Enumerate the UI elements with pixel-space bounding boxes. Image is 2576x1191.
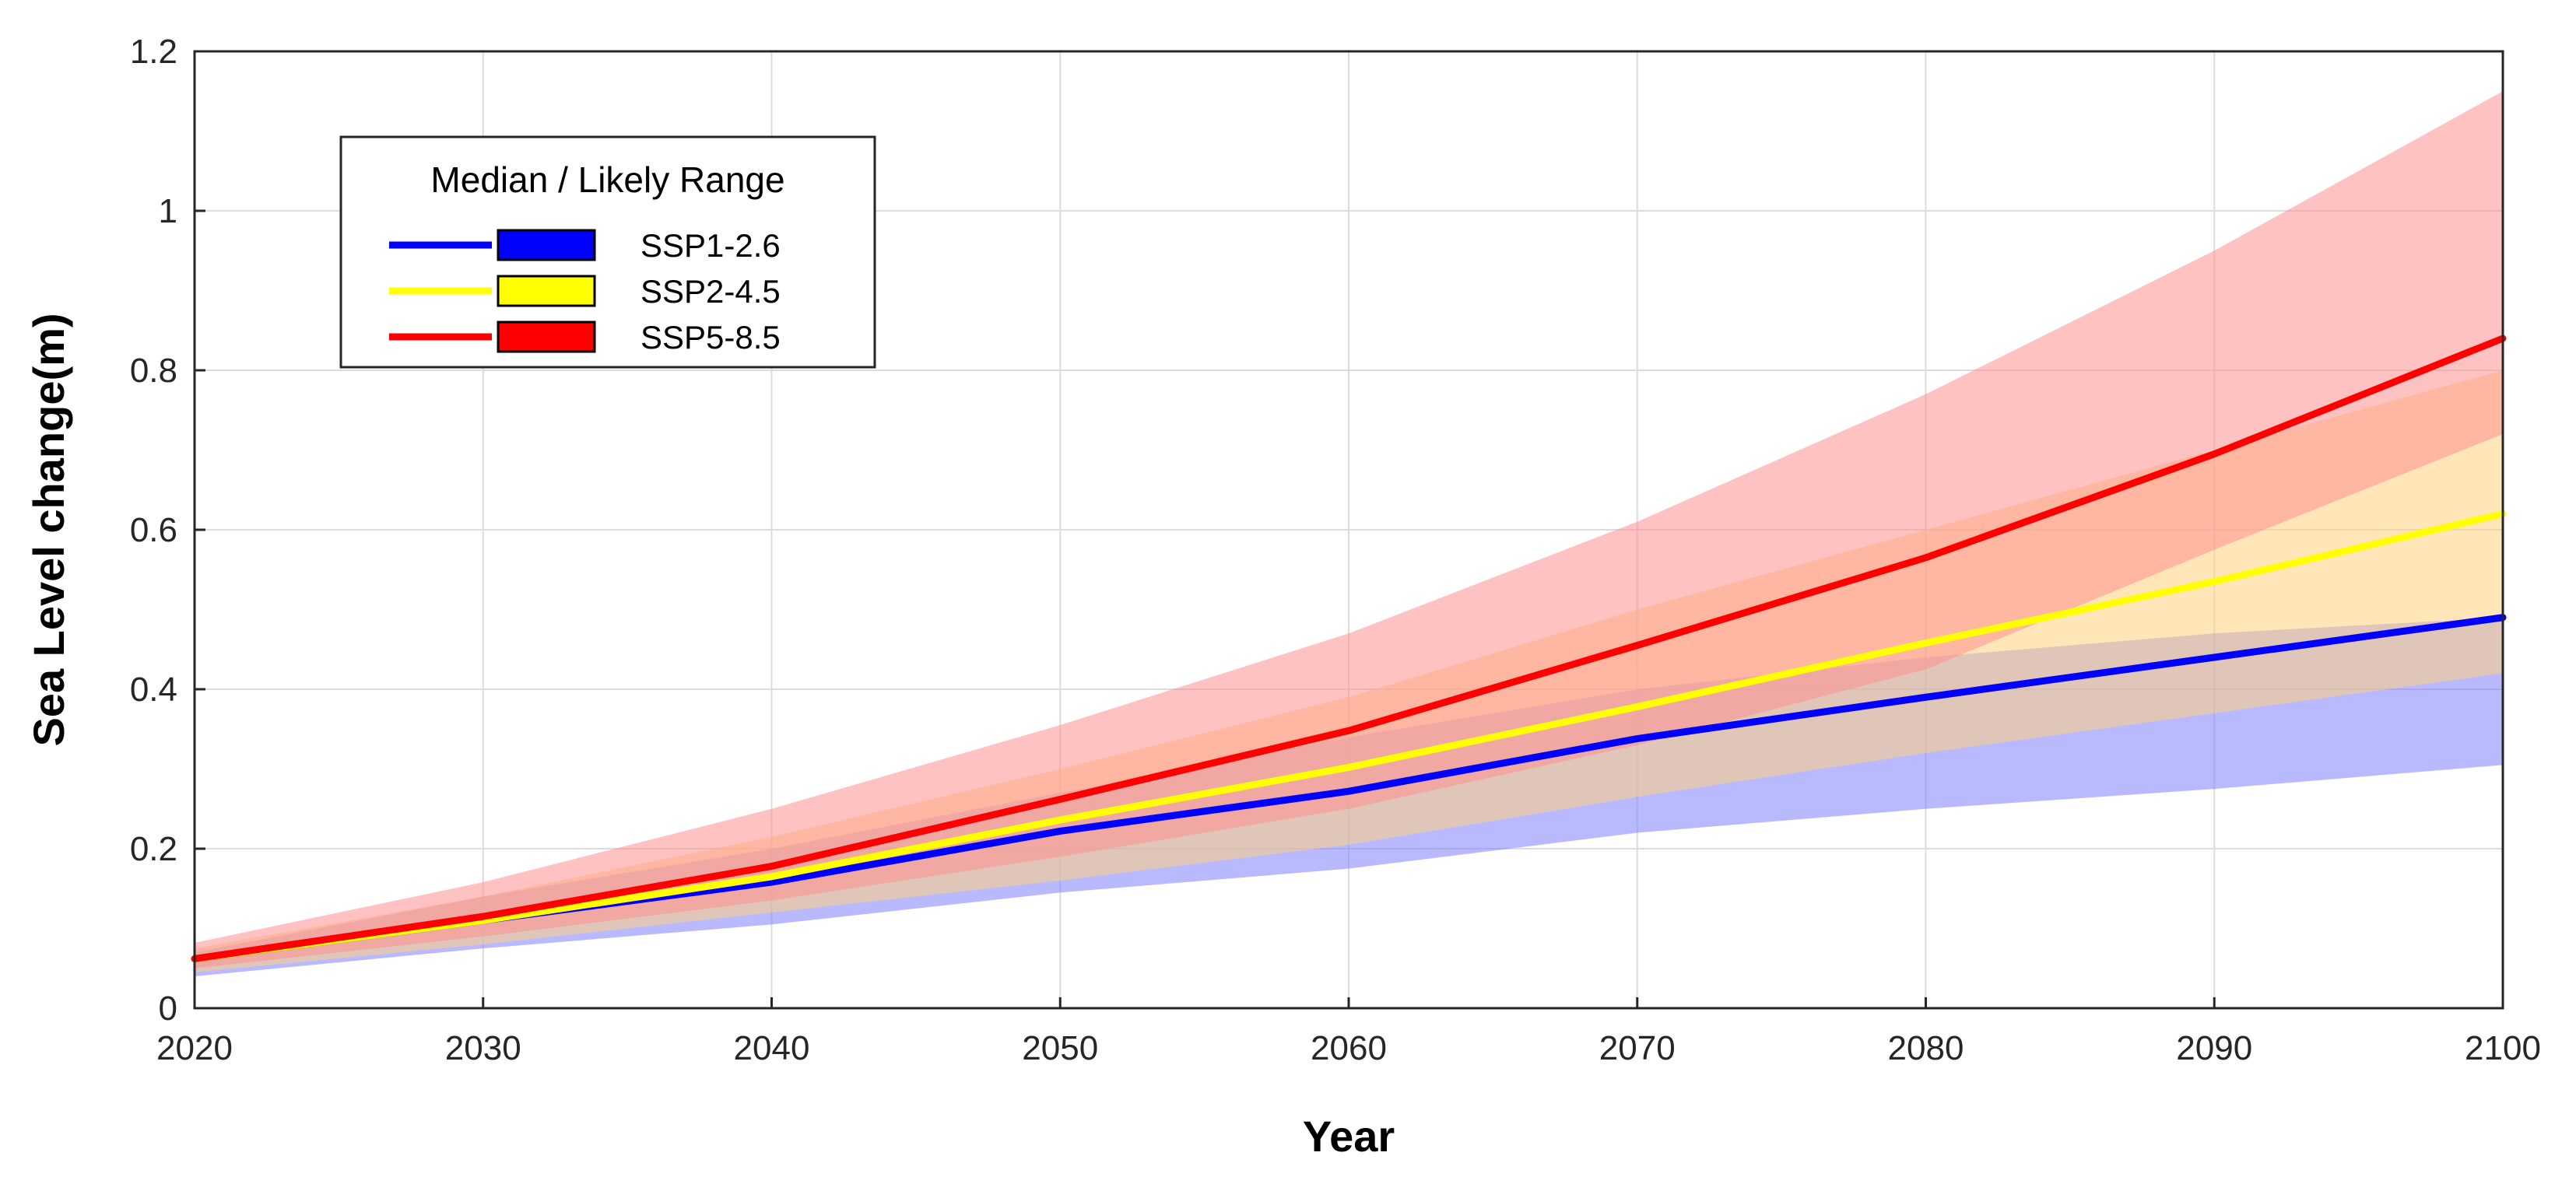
y-tick-label-0: 0 [159, 990, 177, 1028]
x-tick-label-2030: 2030 [445, 1029, 521, 1067]
x-tick-label-2100: 2100 [2465, 1029, 2541, 1067]
legend-title: Median / Likely Range [430, 159, 784, 200]
median-line-ssp5-8-5 [191, 335, 2507, 962]
x-axis-title: Year [1303, 1112, 1395, 1161]
y-tick-label-1.2: 1.2 [130, 33, 177, 71]
y-axis-ticks: 0 0.2 0.4 0.6 0.8 1 1.2 [130, 33, 205, 1028]
x-tick-label-2020: 2020 [156, 1029, 233, 1067]
legend-entries: SSP1-2.6 SSP2-4.5 SSP5-8.5 [389, 227, 781, 356]
x-tick-label-2090: 2090 [2176, 1029, 2252, 1067]
x-tick-label-2060: 2060 [1311, 1029, 1387, 1067]
y-tick-label-0.4: 0.4 [130, 671, 177, 709]
legend-swatch-ssp2-4-5 [497, 275, 596, 307]
x-tick-label-2050: 2050 [1022, 1029, 1098, 1067]
legend-label-ssp2-4-5: SSP2-4.5 [640, 273, 781, 310]
y-axis-title: Sea Level change(m) [24, 313, 73, 746]
x-axis-ticks: 2020 2030 2040 2050 2060 2070 2080 2090 2100 [156, 997, 2541, 1067]
x-tick-label-2040: 2040 [734, 1029, 810, 1067]
y-tick-label-0.2: 0.2 [130, 830, 177, 868]
x-tick-label-2080: 2080 [1888, 1029, 1964, 1067]
y-tick-label-1: 1 [159, 192, 177, 230]
x-tick-label-2070: 2070 [1599, 1029, 1676, 1067]
legend-label-ssp5-8-5: SSP5-8.5 [640, 319, 781, 356]
legend-swatch-ssp5-8-5 [497, 321, 596, 353]
median-lines [191, 335, 2507, 962]
y-tick-label-0.8: 0.8 [130, 352, 177, 390]
median-line-ssp2-4-5 [191, 510, 2507, 962]
legend-swatch-ssp1-2-6 [497, 229, 596, 261]
legend-label-ssp1-2-6: SSP1-2.6 [640, 227, 781, 264]
y-tick-label-0.6: 0.6 [130, 511, 177, 549]
legend-box [339, 135, 876, 369]
legend: Median / Likely Range SSP1-2.6SSP2-4.5SS… [339, 135, 876, 369]
